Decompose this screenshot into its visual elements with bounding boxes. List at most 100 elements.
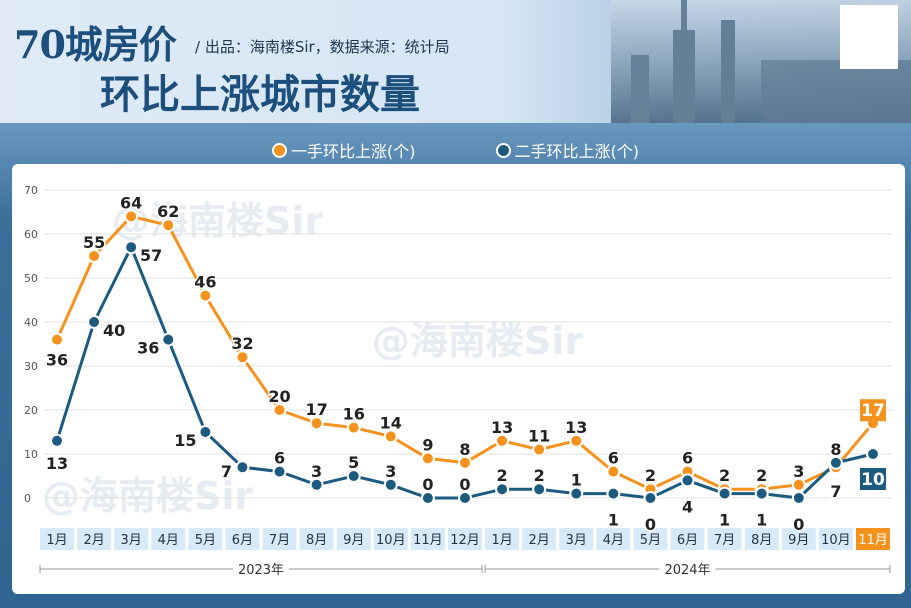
data-label: 6	[274, 449, 285, 468]
month-label-bg	[40, 528, 74, 550]
data-label: 5	[348, 453, 359, 472]
x-tick-label: 3月	[121, 533, 142, 548]
legend-item-new-home: 一手环比上涨(个)	[272, 138, 416, 162]
data-point	[198, 425, 213, 439]
data-label: 11	[528, 427, 550, 446]
data-label: 17	[305, 400, 327, 419]
x-tick-label: 4月	[603, 533, 624, 548]
data-label: 62	[157, 202, 179, 221]
data-point	[495, 433, 510, 448]
data-label: 7	[830, 482, 841, 501]
data-label: 40	[103, 321, 125, 340]
month-label-bg	[744, 528, 779, 550]
legend-item-second-hand: 二手环比上涨(个)	[495, 138, 640, 162]
data-point	[87, 315, 102, 329]
data-point	[161, 332, 176, 347]
y-tick-label: 20	[24, 404, 38, 417]
data-label: 2	[534, 466, 545, 485]
month-label-bg	[670, 528, 705, 550]
x-tick-label: 4月	[158, 533, 179, 548]
subtitle-source: / 出品：海南楼Sir，数据来源：统计局	[195, 38, 450, 56]
y-tick-label: 60	[24, 228, 38, 241]
x-tick-label: 2月	[83, 533, 104, 548]
data-label: 17	[861, 401, 885, 421]
watermark: @海南楼Sir	[372, 319, 583, 363]
data-label: 2	[645, 466, 656, 485]
x-tick-label: 3月	[566, 533, 587, 548]
data-label: 0	[422, 475, 433, 494]
data-point	[643, 491, 658, 505]
x-tick-label: 9月	[343, 533, 364, 548]
data-point	[569, 433, 584, 448]
data-label: 2	[756, 466, 767, 485]
data-point	[828, 455, 843, 470]
data-label: 57	[140, 246, 162, 265]
data-label: 20	[268, 387, 290, 406]
month-label-bg	[188, 528, 223, 550]
data-point	[606, 486, 621, 501]
title-line1: 70城房价	[14, 22, 177, 67]
data-label: 6	[682, 449, 693, 468]
x-tick-label: 11月	[413, 533, 443, 548]
month-label-bg	[633, 528, 668, 550]
data-label: 16	[343, 405, 365, 424]
data-label: 13	[491, 418, 513, 437]
data-point	[235, 350, 250, 365]
month-label-bg	[225, 528, 260, 550]
x-tick-label: 10月	[376, 533, 406, 548]
month-label-bg	[410, 528, 445, 550]
x-tick-label: 8月	[306, 533, 327, 548]
data-point	[198, 288, 213, 303]
data-label: 2	[719, 466, 730, 485]
data-label: 64	[120, 193, 142, 212]
data-point	[791, 491, 806, 505]
data-label: 2	[497, 466, 508, 485]
data-label: 3	[311, 462, 322, 481]
data-point	[383, 429, 398, 444]
data-point	[420, 451, 435, 466]
data-point	[791, 477, 806, 492]
legend-label: 二手环比上涨(个)	[514, 142, 640, 161]
x-tick-label: 5月	[195, 533, 216, 548]
month-label-bg	[336, 528, 371, 550]
data-point	[87, 249, 102, 263]
data-point	[161, 218, 176, 233]
orange-dot-icon	[272, 142, 287, 158]
month-label-bg	[818, 528, 853, 550]
legend-label: 一手环比上涨(个)	[291, 142, 416, 161]
watermark: @海南楼Sir	[42, 474, 253, 518]
y-tick-label: 30	[24, 360, 38, 373]
data-label: 36	[46, 351, 68, 370]
last-value-box	[859, 468, 886, 490]
data-point	[124, 240, 139, 255]
data-point	[346, 469, 361, 483]
x-tick-label: 12月	[450, 533, 480, 548]
data-point	[532, 442, 547, 457]
data-point	[309, 416, 324, 431]
x-tick-label: 8月	[751, 533, 772, 548]
month-label-bg	[522, 528, 557, 550]
data-point	[50, 332, 64, 347]
month-label-bg	[855, 528, 890, 550]
y-tick-label: 70	[24, 184, 38, 197]
data-label: 8	[459, 440, 470, 459]
data-label: 6	[608, 449, 619, 468]
data-label: 14	[380, 413, 402, 432]
month-label-bg	[373, 528, 408, 550]
data-point	[457, 455, 472, 470]
month-label-bg	[77, 528, 112, 550]
data-point	[457, 491, 472, 505]
data-point	[50, 433, 64, 448]
chart-card: @海南楼Sir @海南楼Sir @海南楼Sir 0 10 20 30 40 50 60 70 1月 2月…	[12, 164, 905, 594]
data-label: 0	[793, 515, 804, 534]
month-label-bg	[151, 528, 186, 550]
month-label-bg	[262, 528, 297, 550]
x-tick-label: 11月	[858, 533, 888, 548]
data-label: 46	[194, 273, 216, 292]
data-label: 0	[459, 475, 470, 494]
data-label: 3	[793, 462, 804, 481]
data-point	[569, 486, 584, 501]
data-label: 1	[608, 511, 619, 530]
data-point	[680, 473, 695, 488]
